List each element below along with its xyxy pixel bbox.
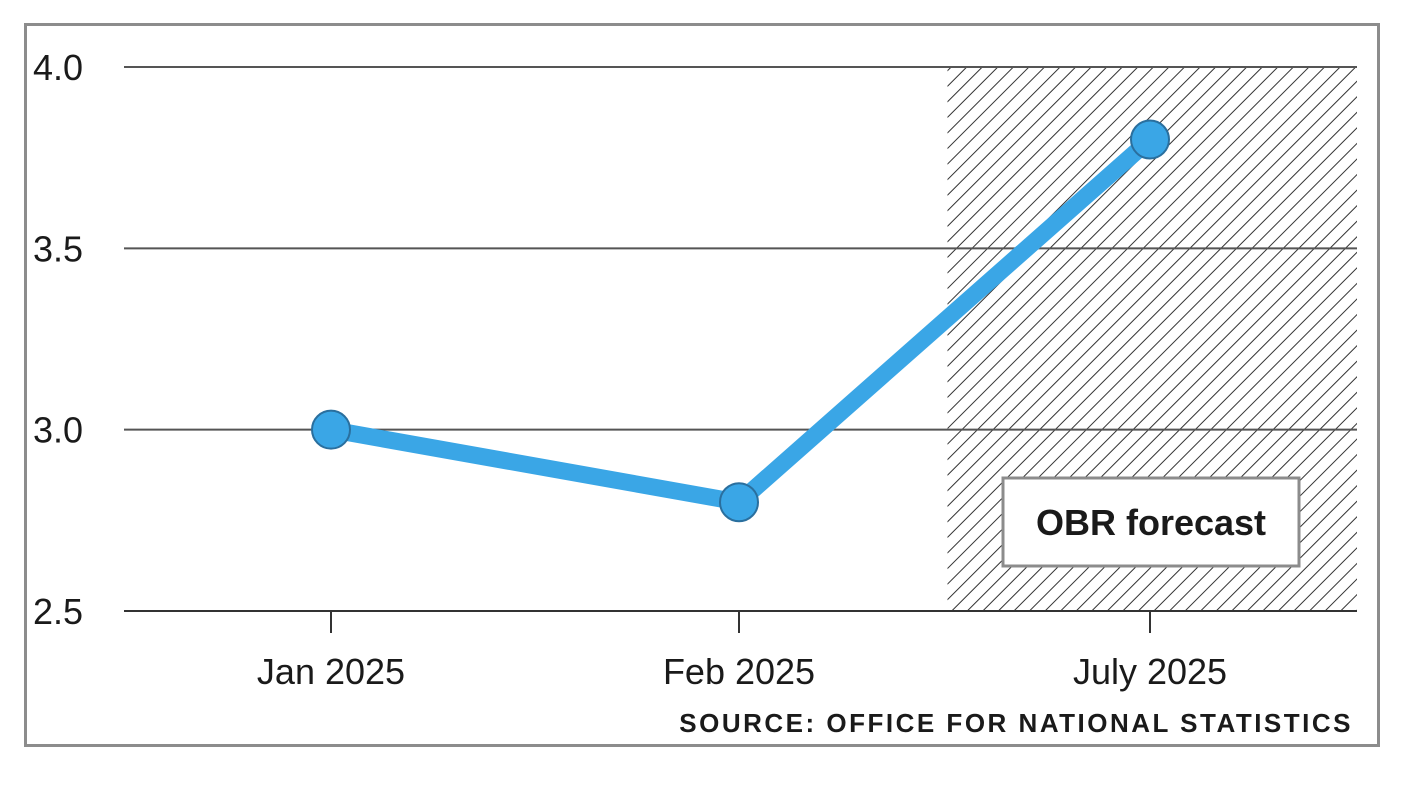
forecast-label-box: OBR forecast	[1001, 476, 1301, 568]
forecast-label: OBR forecast	[1036, 502, 1266, 543]
y-tick-label: 2.5	[33, 591, 83, 632]
x-axis	[330, 611, 1151, 633]
x-tick-label: Feb 2025	[663, 651, 815, 692]
forecast-label-background	[1001, 476, 1301, 568]
data-points	[311, 119, 1170, 523]
x-tick-label: Jan 2025	[257, 651, 405, 692]
y-tick-label: 4.0	[33, 47, 83, 88]
line-chart: 4.0 3.5 3.0 2.5 Jan 2025 Feb 2025 July 2025 OB…	[33, 47, 1357, 738]
x-tick-label: July 2025	[1073, 651, 1227, 692]
tick-labels: 4.0 3.5 3.0 2.5 Jan 2025 Feb 2025 July 2025	[33, 47, 1227, 692]
source-note: SOURCE: OFFICE FOR NATIONAL STATISTICS	[679, 708, 1353, 738]
y-tick-label: 3.0	[33, 410, 83, 451]
data-point	[1130, 119, 1170, 160]
chart-frame: 4.0 3.5 3.0 2.5 Jan 2025 Feb 2025 July 2025 OB…	[24, 23, 1380, 747]
data-point	[311, 409, 351, 450]
y-tick-label: 3.5	[33, 228, 83, 269]
data-point	[719, 482, 759, 523]
